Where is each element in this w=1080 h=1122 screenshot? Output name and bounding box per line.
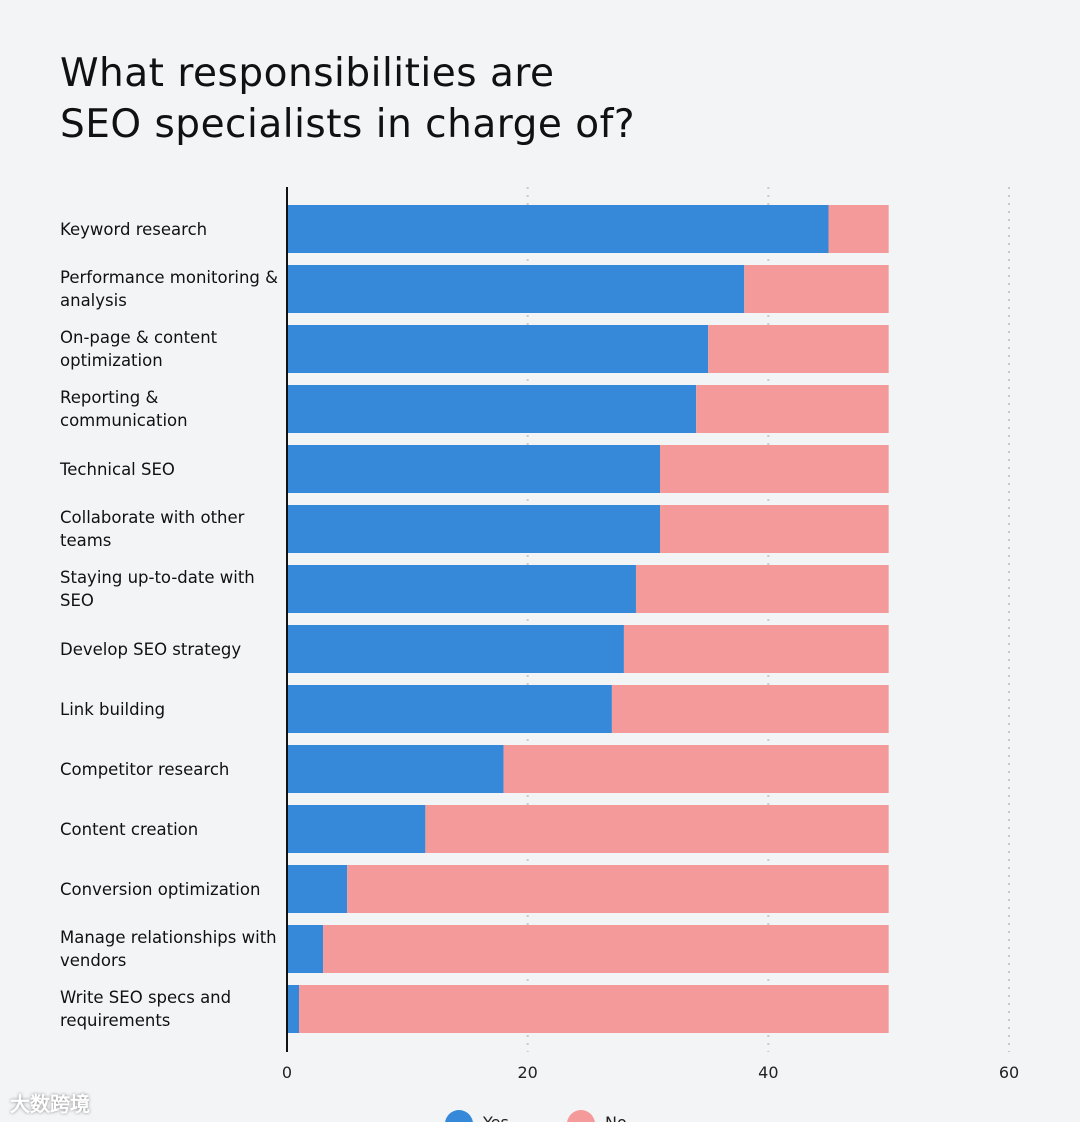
category-label: Manage relationships with vendors [60, 928, 277, 970]
watermark: 大数跨境 [10, 1092, 90, 1116]
bar-yes [287, 925, 324, 973]
category-label: Competitor research [60, 759, 230, 779]
title-line-2: SEO specialists in charge of? [60, 102, 636, 147]
bar-yes [287, 205, 829, 253]
bar-yes [287, 265, 745, 313]
category-label: Collaborate with other teams [60, 508, 245, 550]
category-label: Technical SEO [60, 459, 175, 479]
legend-label-yes: Yes [482, 1113, 509, 1122]
bar-no [828, 205, 889, 253]
bar-yes [287, 565, 636, 613]
bar-yes [287, 325, 709, 373]
legend-marker-yes [445, 1110, 473, 1122]
bar-yes [287, 745, 504, 793]
category-label: Performance monitoring & analysis [60, 268, 278, 310]
title-line-1: What responsibilities are [60, 51, 555, 96]
category-label: Content creation [60, 819, 199, 839]
bar-no [623, 625, 889, 673]
chart-title: What responsibilities are SEO specialists… [60, 48, 635, 150]
category-label: Keyword research [60, 219, 208, 239]
bar-no [347, 865, 889, 913]
category-label: Link building [60, 699, 166, 719]
bar-yes [287, 985, 300, 1033]
bar-yes [287, 865, 348, 913]
category-label: Staying up-to-date with SEO [60, 568, 255, 610]
category-label: Reporting & communication [60, 388, 188, 430]
x-tick-label: 0 [282, 1063, 292, 1082]
legend-marker-no [567, 1110, 595, 1122]
bar-no [708, 325, 889, 373]
bar-no [660, 445, 889, 493]
legend-label-no: No [605, 1113, 627, 1122]
category-label: Conversion optimization [60, 879, 261, 899]
bar-no [611, 685, 889, 733]
x-tick-label: 40 [758, 1063, 778, 1082]
bar-no [503, 745, 889, 793]
bar-yes [287, 505, 661, 553]
bar-no [660, 505, 889, 553]
bar-yes [287, 445, 661, 493]
bar-yes [287, 385, 697, 433]
bar-no [696, 385, 889, 433]
category-label: On-page & content optimization [60, 328, 218, 370]
category-label: Write SEO specs and requirements [60, 988, 232, 1030]
x-tick-label: 20 [517, 1063, 537, 1082]
x-tick-label: 60 [999, 1063, 1019, 1082]
bar-yes [287, 685, 612, 733]
bar-yes [287, 625, 624, 673]
category-label: Develop SEO strategy [60, 639, 242, 659]
bar-no [323, 925, 889, 973]
bar-no [425, 805, 889, 853]
bar-no [299, 985, 889, 1033]
bar-no [635, 565, 889, 613]
bar-yes [287, 805, 426, 853]
bar-no [744, 265, 889, 313]
